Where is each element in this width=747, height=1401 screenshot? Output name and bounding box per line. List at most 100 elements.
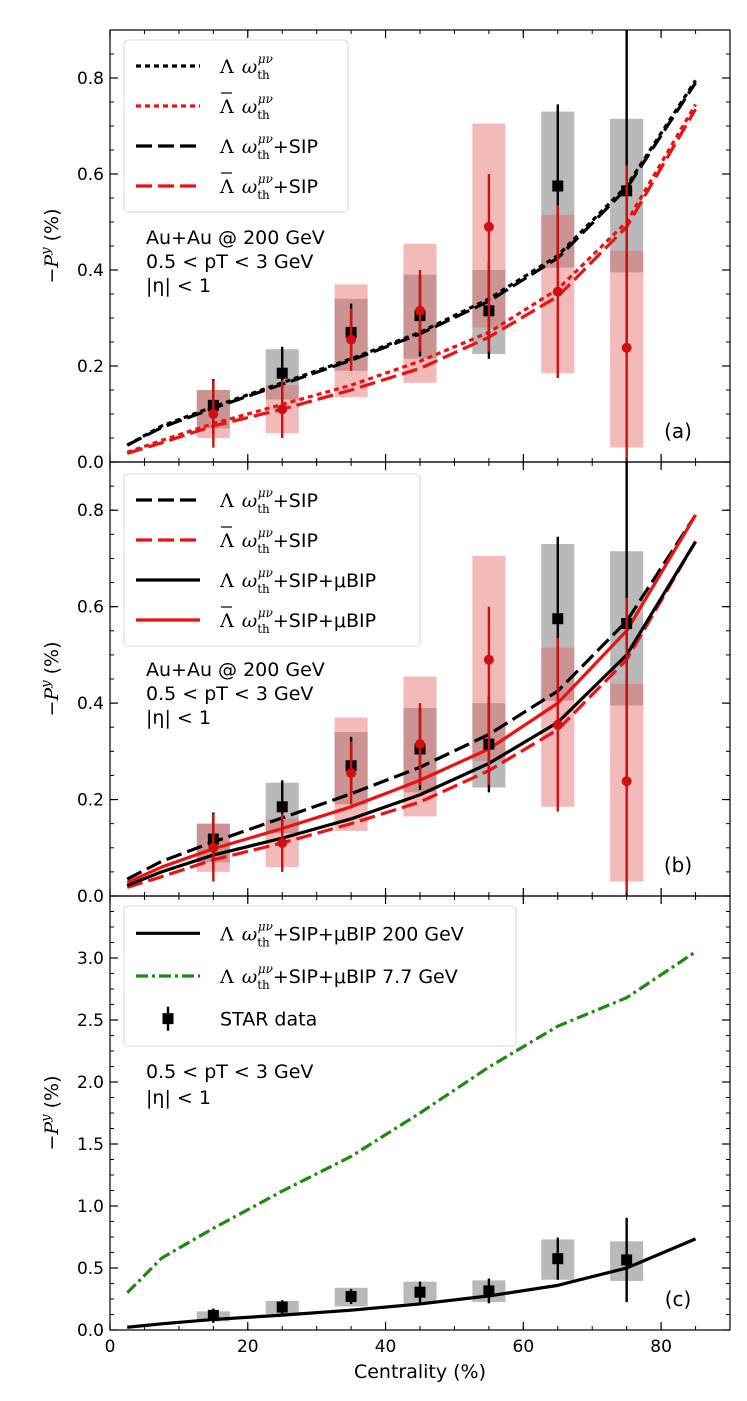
data-point-square xyxy=(483,1285,495,1297)
annotation-note-1: 0.5 < pT < 3 GeV xyxy=(146,1061,313,1083)
data-point-circle xyxy=(277,404,288,415)
series-line-3 xyxy=(126,540,697,887)
y-axis-label-sup: y xyxy=(39,247,54,256)
y-tick-label: 1.5 xyxy=(77,1135,104,1155)
series-line-3 xyxy=(126,81,697,447)
y-axis-label-sup: y xyxy=(39,1114,54,1123)
data-point-square xyxy=(621,1254,633,1266)
legend-superscript: μν xyxy=(258,962,273,976)
y-axis-label-symbol: −P xyxy=(41,1121,63,1151)
data-point-circle xyxy=(621,776,632,787)
legend-omega: ω xyxy=(242,56,258,78)
legend-symbol: Λ xyxy=(219,570,234,592)
legend-symbol: Λ xyxy=(219,610,234,632)
legend-box xyxy=(123,473,421,647)
y-axis-label-unit: (%) xyxy=(41,642,63,681)
x-tick-label: 20 xyxy=(237,1337,259,1357)
data-point-square xyxy=(276,1301,288,1313)
data-point-circle xyxy=(208,409,219,419)
y-tick-label: 0.4 xyxy=(77,261,104,281)
legend-symbol: Λ xyxy=(219,136,234,158)
legend-omega: ω xyxy=(242,923,258,945)
legend-subscript: th xyxy=(257,108,270,122)
panel-label: (c) xyxy=(665,1287,692,1311)
legend-symbol: Λ xyxy=(219,56,234,78)
y-tick-label: 0.2 xyxy=(77,791,104,811)
plot-area xyxy=(126,30,697,462)
annotation-note-1: Au+Au @ 200 GeV xyxy=(146,659,325,681)
plot-area xyxy=(126,950,697,1329)
legend-subscript: th xyxy=(257,582,270,596)
legend-superscript: μν xyxy=(258,566,273,580)
legend-suffix: +SIP xyxy=(273,490,318,512)
y-axis-label-sup: y xyxy=(39,680,54,689)
data-point-circle xyxy=(346,768,357,779)
data-point-square xyxy=(276,367,288,379)
y-tick-label: 2.5 xyxy=(77,1011,104,1031)
legend-superscript: μν xyxy=(258,172,273,186)
data-point-square xyxy=(345,1291,357,1303)
annotation-note-3: |η| < 1 xyxy=(146,707,211,729)
legend-suffix: +SIP+μBIP xyxy=(273,570,376,592)
legend-superscript: μν xyxy=(258,52,273,66)
legend-suffix: +SIP xyxy=(273,530,318,552)
y-axis-label-symbol: −P xyxy=(41,254,63,284)
data-point-circle xyxy=(208,842,219,853)
y-axis-label: −Py (%) xyxy=(39,209,63,284)
y-tick-label: 0.6 xyxy=(77,165,104,185)
y-tick-label: 0.4 xyxy=(77,694,104,714)
y-axis-label-symbol: −P xyxy=(41,687,63,717)
x-tick-label: 80 xyxy=(650,1337,672,1357)
legend-omega: ω xyxy=(242,610,258,632)
data-point-circle xyxy=(415,739,425,750)
legend-suffix: +SIP xyxy=(273,136,318,158)
series-line-1 xyxy=(126,514,697,881)
series-line-4 xyxy=(126,514,697,884)
legend-superscript: μν xyxy=(258,132,273,146)
series-line-1 xyxy=(127,1237,697,1329)
series-line-2 xyxy=(126,103,697,454)
data-point-square xyxy=(552,613,564,625)
legend-symbol: Λ xyxy=(219,96,234,118)
series-line-4 xyxy=(126,108,697,455)
chart-panel-3: 0.0 0.5 1.0 1.5 2.0 2.5 3.0 0 20 40 60 80 Centrality… xyxy=(39,895,731,1383)
y-tick-label: 2.0 xyxy=(77,1073,104,1093)
annotation-note-2: |η| < 1 xyxy=(146,1087,211,1109)
data-point-circle xyxy=(621,342,632,353)
legend-symbol: Λ xyxy=(219,176,234,198)
legend-marker-square xyxy=(162,1013,174,1025)
x-tick-label: 0 xyxy=(105,1337,116,1357)
legend-omega: ω xyxy=(242,176,258,198)
y-tick-label: 1.0 xyxy=(77,1197,104,1217)
legend-omega: ω xyxy=(242,136,258,158)
x-tick-label: 40 xyxy=(375,1337,397,1357)
legend-omega: ω xyxy=(242,490,258,512)
legend-subscript: th xyxy=(257,68,270,82)
legend-superscript: μν xyxy=(258,919,273,933)
y-tick-label: 0.0 xyxy=(77,887,104,907)
data-point-circle xyxy=(483,654,494,665)
y-tick-label: 0.2 xyxy=(77,357,104,377)
data-point-square xyxy=(552,180,564,192)
legend-subscript: th xyxy=(257,622,270,636)
legend-suffix: +SIP+μBIP 200 GeV xyxy=(273,923,464,945)
legend-subscript: th xyxy=(257,502,270,516)
y-tick-label: 0.8 xyxy=(77,69,104,89)
y-tick-label: 0.6 xyxy=(77,598,104,618)
series-line-2 xyxy=(126,950,697,1294)
legend-superscript: μν xyxy=(258,526,273,540)
data-point-square xyxy=(552,1253,564,1265)
y-tick-label: 0.5 xyxy=(77,1259,104,1279)
x-tick-label: 60 xyxy=(513,1337,535,1357)
legend-symbol: Λ xyxy=(219,966,234,988)
data-point-square xyxy=(414,1286,426,1298)
series-line-2 xyxy=(126,540,697,889)
y-axis-label-unit: (%) xyxy=(41,1076,63,1115)
legend-subscript: th xyxy=(257,935,270,949)
